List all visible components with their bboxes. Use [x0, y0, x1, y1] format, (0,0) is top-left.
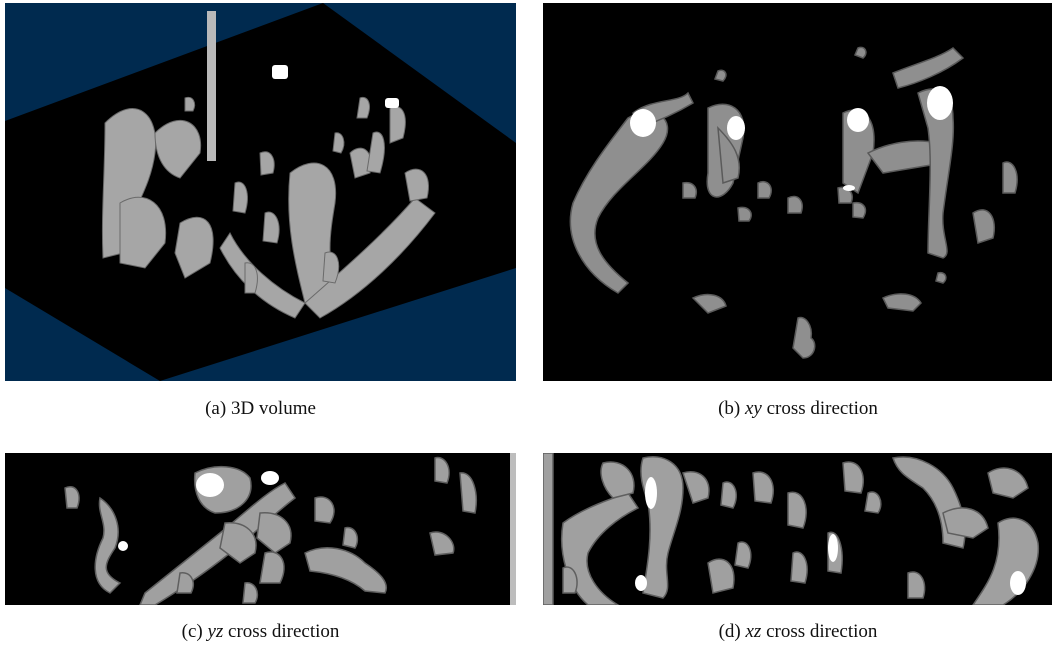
caption-text: cross direction: [766, 621, 878, 642]
xy-highlights: [630, 86, 953, 191]
xz-slice-image: [543, 453, 1052, 605]
xy-vessels: [569, 46, 1018, 359]
caption-label: (b): [718, 398, 741, 419]
yz-highlights: [118, 471, 279, 551]
yz-slice-edge: [510, 453, 516, 605]
caption-xy: (b) xy cross direction: [543, 398, 1052, 420]
vessel-structures: [101, 96, 436, 319]
caption-label: (a): [205, 398, 227, 419]
xz-highlights: [635, 477, 1026, 595]
caption-text: cross direction: [228, 621, 340, 642]
caption-label: (d): [718, 621, 741, 642]
xy-slice-graphic: [569, 46, 1018, 359]
xy-slice-image: [543, 3, 1052, 381]
caption-axis: yz: [207, 621, 224, 642]
caption-label: (c): [181, 621, 203, 642]
caption-text: cross direction: [766, 398, 878, 419]
caption-xz: (d) xz cross direction: [543, 621, 1052, 643]
xz-slice-graphic: [543, 453, 1039, 605]
caption-axis: xz: [745, 621, 762, 642]
yz-slice-image: [5, 453, 516, 605]
volume-slab: [5, 3, 516, 381]
xz-vessels: [543, 453, 1039, 605]
probe-column: [207, 11, 216, 161]
vessel-highlights: [272, 65, 399, 108]
caption-text: 3D volume: [230, 398, 316, 419]
caption-yz: (c) yz cross direction: [5, 621, 516, 643]
yz-slice-graphic: [64, 453, 516, 605]
volume-render-image: [5, 3, 516, 381]
volume-render-graphic: [5, 3, 516, 381]
yz-vessels: [64, 456, 477, 605]
caption-volume: (a) 3D volume: [5, 398, 516, 420]
caption-axis: xy: [744, 398, 762, 419]
